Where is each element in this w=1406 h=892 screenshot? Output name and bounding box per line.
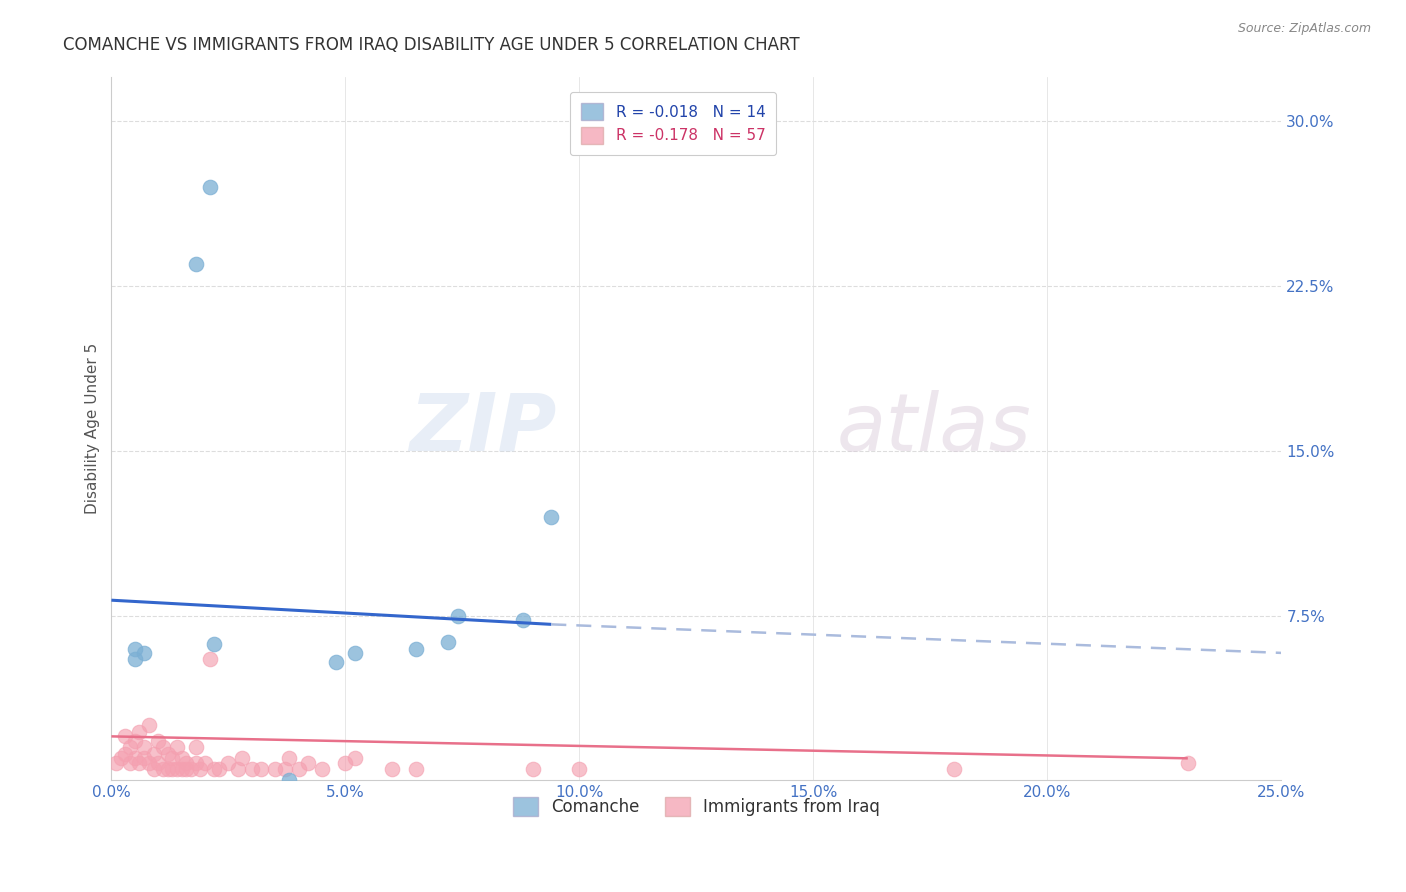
Point (134, 646, 156, 660)
Point (273, 762, 295, 776)
Point (1177, 756, 1199, 770)
Point (152, 762, 174, 776)
Text: Source: ZipAtlas.com: Source: ZipAtlas.com (1237, 22, 1371, 36)
Legend: Comanche, Immigrants from Iraq: Comanche, Immigrants from Iraq (505, 789, 889, 825)
Text: ZIP: ZIP (409, 390, 555, 468)
Point (335, 756, 357, 770)
Point (174, 762, 197, 776)
Point (311, 762, 333, 776)
Point (162, 751, 184, 765)
Point (405, 762, 427, 776)
Point (148, 733, 170, 747)
Point (278, 751, 301, 765)
Point (343, 646, 366, 660)
Point (156, 747, 179, 761)
Point (250, 762, 273, 776)
Point (134, 751, 156, 765)
Point (124, 751, 146, 765)
Point (343, 751, 366, 765)
Text: atlas: atlas (837, 390, 1032, 468)
Point (110, 751, 132, 765)
Point (142, 747, 165, 761)
Point (437, 635, 460, 649)
Point (405, 641, 427, 656)
Point (522, 762, 544, 776)
Point (278, 773, 301, 788)
Point (194, 756, 217, 770)
Point (162, 762, 184, 776)
Point (512, 613, 534, 627)
Point (202, 762, 225, 776)
Point (188, 762, 211, 776)
Point (568, 762, 591, 776)
Point (381, 762, 404, 776)
Point (105, 756, 128, 770)
Point (325, 655, 347, 669)
Point (297, 756, 319, 770)
Point (198, 652, 221, 666)
Text: COMANCHE VS IMMIGRANTS FROM IRAQ DISABILITY AGE UNDER 5 CORRELATION CHART: COMANCHE VS IMMIGRANTS FROM IRAQ DISABIL… (63, 36, 800, 54)
Point (208, 762, 231, 776)
Point (240, 762, 263, 776)
Point (128, 725, 150, 739)
Point (120, 740, 142, 755)
Point (134, 740, 156, 755)
Point (184, 756, 207, 770)
Point (226, 762, 249, 776)
Point (217, 756, 239, 770)
Point (264, 762, 287, 776)
Point (942, 762, 965, 776)
Point (184, 740, 207, 755)
Point (166, 762, 188, 776)
Point (124, 652, 146, 666)
Point (142, 762, 165, 776)
Point (540, 509, 562, 524)
Point (166, 740, 188, 755)
Point (174, 756, 197, 770)
Point (170, 751, 193, 765)
Point (114, 747, 136, 761)
Point (180, 762, 202, 776)
Y-axis label: Disability Age Under 5: Disability Age Under 5 (86, 343, 100, 515)
Point (184, 257, 207, 271)
Point (198, 180, 221, 194)
Point (152, 740, 174, 755)
Point (447, 608, 470, 623)
Point (287, 762, 309, 776)
Point (156, 762, 179, 776)
Point (138, 756, 160, 770)
Point (128, 756, 150, 770)
Point (124, 641, 146, 656)
Point (120, 756, 142, 770)
Point (202, 637, 225, 651)
Point (170, 762, 193, 776)
Point (231, 751, 253, 765)
Point (138, 718, 160, 732)
Point (148, 756, 170, 770)
Point (124, 733, 146, 747)
Point (114, 730, 136, 744)
